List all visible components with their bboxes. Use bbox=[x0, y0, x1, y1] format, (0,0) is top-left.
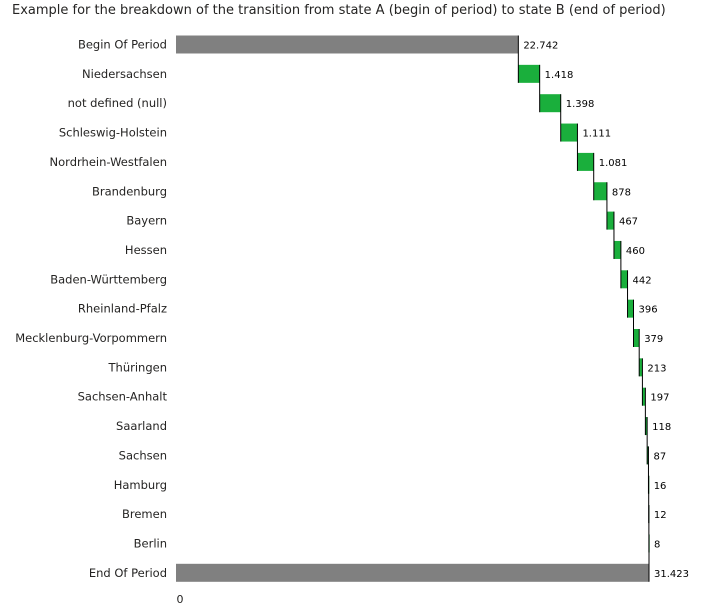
bar-not-defined-null[interactable] bbox=[539, 94, 561, 113]
category-label-rheinland-pfalz: Rheinland-Pfalz bbox=[78, 302, 167, 316]
bar-begin-of-period[interactable] bbox=[176, 35, 519, 54]
category-label-not-defined-null: not defined (null) bbox=[68, 96, 167, 110]
value-label-bayern: 467 bbox=[619, 217, 638, 228]
value-label-sachsen-anhalt: 197 bbox=[650, 393, 669, 404]
value-label-thuringen: 213 bbox=[647, 363, 666, 374]
category-label-hamburg: Hamburg bbox=[114, 478, 167, 492]
bar-saarland[interactable] bbox=[645, 417, 648, 436]
category-label-brandenburg: Brandenburg bbox=[92, 184, 167, 198]
value-label-hamburg: 16 bbox=[654, 481, 667, 492]
category-label-berlin: Berlin bbox=[134, 536, 167, 550]
bar-hessen[interactable] bbox=[613, 240, 621, 259]
value-label-nordrhein-westfalen: 1.081 bbox=[599, 158, 628, 169]
value-label-begin-of-period: 22.742 bbox=[523, 41, 558, 52]
category-label-bremen: Bremen bbox=[122, 507, 167, 521]
bar-schleswig-holstein[interactable] bbox=[560, 123, 578, 142]
x-tick-label: 0 bbox=[177, 593, 184, 606]
bar-brandenburg[interactable] bbox=[593, 182, 607, 201]
category-label-niedersachsen: Niedersachsen bbox=[82, 67, 167, 81]
category-label-begin-of-period: Begin Of Period bbox=[78, 38, 167, 52]
value-label-mecklenburg-vorpommern: 379 bbox=[644, 334, 663, 345]
category-label-sachsen: Sachsen bbox=[119, 448, 167, 462]
category-label-mecklenburg-vorpommern: Mecklenburg-Vorpommern bbox=[15, 331, 167, 345]
category-label-schleswig-holstein: Schleswig-Holstein bbox=[59, 126, 167, 140]
category-label-sachsen-anhalt: Sachsen-Anhalt bbox=[78, 390, 168, 404]
category-label-hessen: Hessen bbox=[125, 243, 167, 257]
category-label-saarland: Saarland bbox=[116, 419, 167, 433]
bar-nordrhein-westfalen[interactable] bbox=[577, 152, 594, 171]
bar-rheinland-pfalz[interactable] bbox=[627, 299, 634, 318]
category-label-end-of-period: End Of Period bbox=[89, 566, 167, 580]
bar-mecklenburg-vorpommern[interactable] bbox=[633, 329, 640, 347]
value-label-sachsen: 87 bbox=[653, 451, 666, 462]
bar-end-of-period[interactable] bbox=[176, 563, 649, 582]
bar-bayern[interactable] bbox=[606, 211, 614, 230]
bar-sachsen[interactable] bbox=[647, 446, 649, 465]
value-label-saarland: 118 bbox=[652, 422, 671, 433]
value-label-niedersachsen: 1.418 bbox=[545, 70, 574, 81]
plot-area: Begin Of Period 22.742 Niedersachsen 1.418 n… bbox=[15, 30, 689, 606]
value-label-berlin: 8 bbox=[654, 539, 660, 550]
bar-thuringen[interactable] bbox=[639, 358, 643, 377]
value-label-rheinland-pfalz: 396 bbox=[638, 305, 657, 316]
value-label-baden-wurttemberg: 442 bbox=[633, 275, 652, 286]
value-label-bremen: 12 bbox=[654, 510, 667, 521]
value-label-brandenburg: 878 bbox=[612, 187, 631, 198]
chart-title: Example for the breakdown of the transit… bbox=[12, 3, 666, 18]
category-label-nordrhein-westfalen: Nordrhein-Westfalen bbox=[50, 155, 167, 169]
value-label-end-of-period: 31.423 bbox=[654, 569, 689, 580]
value-label-not-defined-null: 1.398 bbox=[566, 99, 595, 110]
category-label-bayern: Bayern bbox=[126, 214, 167, 228]
category-label-thuringen: Thüringen bbox=[108, 360, 167, 374]
bar-niedersachsen[interactable] bbox=[518, 64, 540, 83]
bar-sachsen-anhalt[interactable] bbox=[642, 387, 646, 406]
category-label-baden-wurttemberg: Baden-Württemberg bbox=[50, 272, 167, 286]
bar-baden-wurttemberg[interactable] bbox=[620, 270, 628, 289]
value-label-hessen: 460 bbox=[626, 246, 645, 257]
value-label-schleswig-holstein: 1.111 bbox=[582, 129, 611, 140]
